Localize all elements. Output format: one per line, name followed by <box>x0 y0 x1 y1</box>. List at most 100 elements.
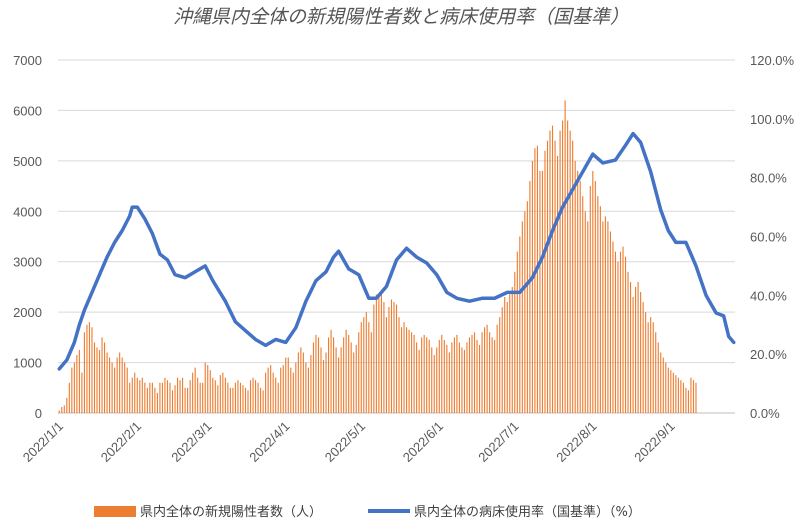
bar <box>650 317 652 413</box>
bar <box>280 367 282 413</box>
bar <box>473 332 476 413</box>
bar <box>202 382 204 413</box>
bar <box>285 357 287 413</box>
bar <box>214 380 216 413</box>
bar <box>126 367 128 413</box>
bar <box>312 342 315 413</box>
chart-title: 沖縄県内全体の新規陽性者数と病床使用率（国基準） <box>173 6 629 28</box>
bar <box>499 317 501 413</box>
bar <box>541 170 544 413</box>
bar <box>189 380 191 413</box>
bar <box>93 342 96 413</box>
bar <box>524 211 526 413</box>
bar <box>340 347 342 413</box>
bar <box>511 286 513 413</box>
bar <box>423 334 425 413</box>
bar <box>612 241 614 413</box>
bar <box>292 372 294 413</box>
bar <box>224 377 226 413</box>
bar <box>247 390 249 413</box>
bar <box>622 246 624 413</box>
y-left-tick-label: 1000 <box>13 356 42 371</box>
y-left-tick-label: 2000 <box>13 305 42 320</box>
bar <box>192 372 194 413</box>
bar <box>111 362 113 413</box>
bar <box>554 140 556 413</box>
bar <box>58 410 60 413</box>
bar <box>478 344 481 413</box>
bar <box>448 352 450 413</box>
bar <box>667 367 669 413</box>
x-tick-label: 2022/5/1 <box>322 419 368 465</box>
bar <box>78 349 80 413</box>
bar <box>468 337 471 413</box>
bar <box>584 211 586 413</box>
bar <box>106 352 108 413</box>
bar <box>322 360 325 413</box>
y-left-tick-label: 7000 <box>13 53 42 68</box>
bar <box>237 380 239 413</box>
bar <box>687 390 689 413</box>
bar <box>164 377 166 413</box>
bar <box>96 347 98 413</box>
bar <box>365 312 367 413</box>
bar <box>131 377 133 413</box>
bar <box>506 302 508 413</box>
bar <box>66 397 68 413</box>
bar <box>637 281 639 413</box>
bar <box>388 307 390 413</box>
x-tick-label: 2022/2/1 <box>98 419 144 465</box>
bar <box>516 251 518 413</box>
bar <box>136 377 138 413</box>
y-right-tick-label: 100.0% <box>750 112 795 127</box>
bar <box>441 334 443 413</box>
bar <box>275 377 277 413</box>
y-left-tick-label: 5000 <box>13 154 42 169</box>
bar <box>141 377 143 413</box>
bar <box>476 339 478 413</box>
bar <box>129 382 131 413</box>
bar <box>255 380 257 413</box>
bar <box>209 370 211 413</box>
bar <box>398 317 400 413</box>
x-axis: 2022/1/1 2022/2/1 2022/3/1 2022/4/1 2022/5/1… <box>20 419 678 465</box>
bar <box>421 337 423 413</box>
bar <box>640 291 642 413</box>
legend-label-line: 県内全体の病床使用率（国基準）（%） <box>414 504 641 520</box>
bar <box>567 120 569 413</box>
bar <box>370 332 372 413</box>
y-right-tick-label: 60.0% <box>750 230 787 245</box>
bar <box>320 347 322 413</box>
bar <box>614 251 617 413</box>
bar <box>373 304 375 413</box>
bar <box>577 170 579 413</box>
bar <box>496 324 498 413</box>
bar-series <box>58 100 697 414</box>
bar <box>375 294 377 413</box>
bar <box>680 380 682 413</box>
bar <box>660 352 662 413</box>
bar <box>665 362 667 413</box>
bar <box>358 332 360 413</box>
bar <box>572 140 574 413</box>
y-right-tick-label: 120.0% <box>750 53 795 68</box>
bar <box>647 322 649 413</box>
bar <box>204 362 206 413</box>
bar <box>166 380 169 413</box>
bar <box>179 380 181 413</box>
bar <box>617 261 619 413</box>
bar <box>400 327 403 413</box>
bar <box>81 372 83 413</box>
bar <box>159 382 161 413</box>
bar <box>71 367 73 413</box>
bar <box>428 339 430 413</box>
bar <box>61 406 63 413</box>
line-series <box>57 131 736 371</box>
bar <box>607 221 609 413</box>
bar <box>413 334 415 413</box>
bar <box>690 377 692 413</box>
bar <box>624 256 627 413</box>
bar <box>310 355 312 413</box>
bar <box>534 148 536 413</box>
bar <box>98 349 101 413</box>
